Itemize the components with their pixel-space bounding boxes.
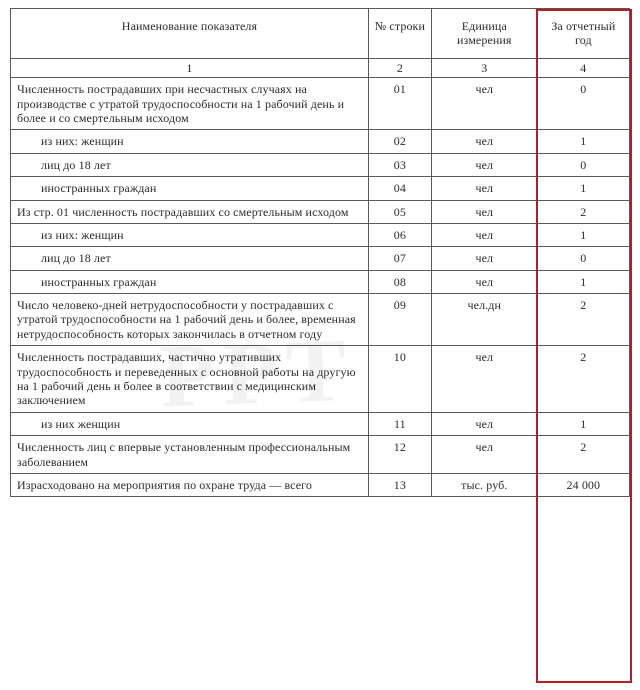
cell-value: 0	[537, 153, 629, 176]
cell-name: лиц до 18 лет	[11, 247, 369, 270]
cell-code: 04	[368, 177, 431, 200]
cell-value: 1	[537, 130, 629, 153]
cell-name: иностранных граждан	[11, 177, 369, 200]
table-row: иностранных граждан08чел1	[11, 270, 630, 293]
table-row: Численность лиц с впервые установленным …	[11, 436, 630, 474]
cell-unit: чел.дн	[431, 294, 537, 346]
cell-value: 2	[537, 436, 629, 474]
cell-value: 1	[537, 270, 629, 293]
cell-name: Из стр. 01 численность пострадавших со с…	[11, 200, 369, 223]
cell-code: 09	[368, 294, 431, 346]
cell-value: 1	[537, 223, 629, 246]
cell-value: 0	[537, 247, 629, 270]
colnum-3: 3	[431, 58, 537, 77]
cell-code: 03	[368, 153, 431, 176]
cell-unit: чел	[431, 130, 537, 153]
table-row: Израсходовано на мероприятия по охране т…	[11, 473, 630, 496]
cell-value: 1	[537, 412, 629, 435]
cell-code: 13	[368, 473, 431, 496]
cell-unit: чел	[431, 153, 537, 176]
cell-value: 2	[537, 294, 629, 346]
cell-name: Израсходовано на мероприятия по охране т…	[11, 473, 369, 496]
cell-unit: чел	[431, 247, 537, 270]
table-number-row: 1 2 3 4	[11, 58, 630, 77]
cell-code: 08	[368, 270, 431, 293]
table-row: иностранных граждан04чел1	[11, 177, 630, 200]
cell-name: иностранных граждан	[11, 270, 369, 293]
document-page: PPT Наименование показателя № строки Еди…	[0, 0, 640, 507]
table-row: из них женщин11чел1	[11, 412, 630, 435]
report-table: Наименование показателя № строки Единица…	[10, 8, 630, 497]
col-header-unit: Единица измерения	[431, 9, 537, 59]
cell-code: 01	[368, 78, 431, 130]
cell-unit: чел	[431, 200, 537, 223]
colnum-4: 4	[537, 58, 629, 77]
cell-code: 06	[368, 223, 431, 246]
cell-code: 05	[368, 200, 431, 223]
cell-unit: чел	[431, 346, 537, 413]
cell-value: 0	[537, 78, 629, 130]
cell-unit: чел	[431, 177, 537, 200]
cell-code: 07	[368, 247, 431, 270]
colnum-2: 2	[368, 58, 431, 77]
cell-code: 11	[368, 412, 431, 435]
table-header-row: Наименование показателя № строки Единица…	[11, 9, 630, 59]
cell-value: 2	[537, 346, 629, 413]
cell-name: Численность лиц с впервые установленным …	[11, 436, 369, 474]
cell-unit: чел	[431, 270, 537, 293]
cell-unit: чел	[431, 223, 537, 246]
table-body: Численность пострадавших при несчастных …	[11, 78, 630, 497]
table-row: Численность пострадавших, частично утрат…	[11, 346, 630, 413]
cell-name: Численность пострадавших при несчастных …	[11, 78, 369, 130]
table-row: Численность пострадавших при несчастных …	[11, 78, 630, 130]
cell-value: 2	[537, 200, 629, 223]
cell-code: 02	[368, 130, 431, 153]
cell-name: из них: женщин	[11, 130, 369, 153]
cell-code: 10	[368, 346, 431, 413]
col-header-value: За отчетный год	[537, 9, 629, 59]
cell-name: Численность пострадавших, частично утрат…	[11, 346, 369, 413]
table-row: Из стр. 01 численность пострадавших со с…	[11, 200, 630, 223]
cell-unit: чел	[431, 412, 537, 435]
col-header-name: Наименование показателя	[11, 9, 369, 59]
cell-name: из них: женщин	[11, 223, 369, 246]
cell-unit: чел	[431, 436, 537, 474]
cell-value: 1	[537, 177, 629, 200]
table-row: Число человеко-дней нетрудоспособности у…	[11, 294, 630, 346]
cell-name: Число человеко-дней нетрудоспособности у…	[11, 294, 369, 346]
cell-unit: тыс. руб.	[431, 473, 537, 496]
cell-value: 24 000	[537, 473, 629, 496]
colnum-1: 1	[11, 58, 369, 77]
col-header-code: № строки	[368, 9, 431, 59]
cell-name: лиц до 18 лет	[11, 153, 369, 176]
table-row: из них: женщин06чел1	[11, 223, 630, 246]
cell-unit: чел	[431, 78, 537, 130]
table-row: из них: женщин02чел1	[11, 130, 630, 153]
table-row: лиц до 18 лет07чел0	[11, 247, 630, 270]
table-row: лиц до 18 лет03чел0	[11, 153, 630, 176]
cell-code: 12	[368, 436, 431, 474]
cell-name: из них женщин	[11, 412, 369, 435]
